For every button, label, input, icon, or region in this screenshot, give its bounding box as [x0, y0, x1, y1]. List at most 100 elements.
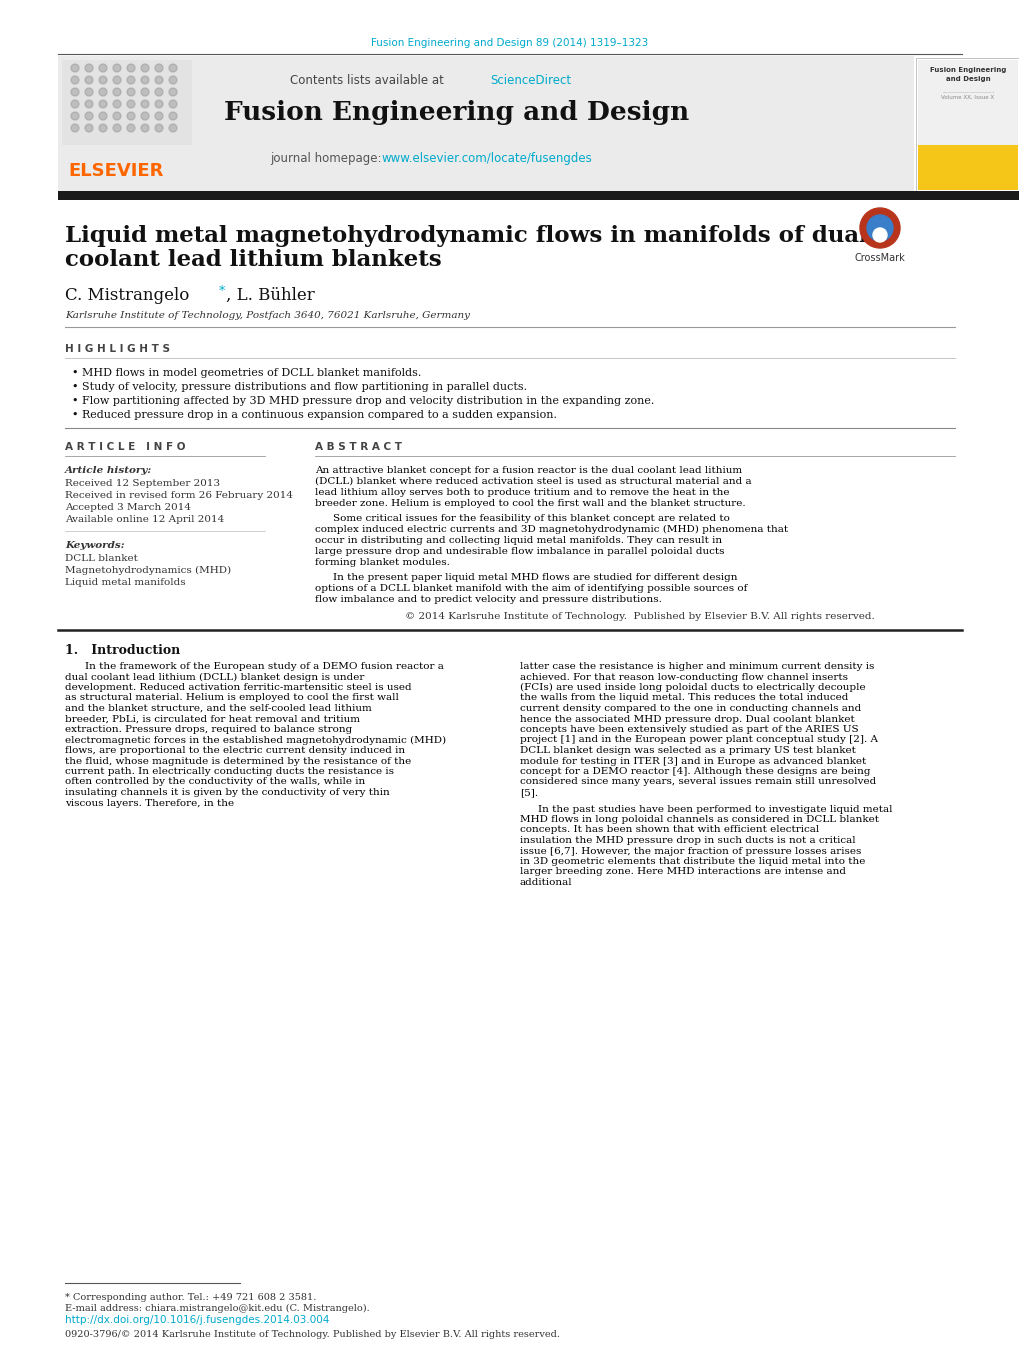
Text: flows, are proportional to the electric current density induced in: flows, are proportional to the electric … [65, 746, 405, 755]
Text: larger breeding zone. Here MHD interactions are intense and: larger breeding zone. Here MHD interacti… [520, 867, 845, 877]
Text: occur in distributing and collecting liquid metal manifolds. They can result in: occur in distributing and collecting liq… [315, 536, 721, 544]
Text: In the past studies have been performed to investigate liquid metal: In the past studies have been performed … [537, 804, 892, 813]
Circle shape [155, 100, 163, 108]
Circle shape [113, 76, 121, 84]
Text: project [1] and in the European power plant conceptual study [2]. A: project [1] and in the European power pl… [520, 735, 877, 744]
Text: An attractive blanket concept for a fusion reactor is the dual coolant lead lith: An attractive blanket concept for a fusi… [315, 466, 742, 476]
Text: ___________________: ___________________ [941, 88, 994, 93]
Circle shape [127, 76, 135, 84]
Text: In the framework of the European study of a DEMO fusion reactor a: In the framework of the European study o… [85, 662, 443, 671]
Circle shape [169, 63, 177, 72]
Bar [917, 59, 1017, 145]
Text: Liquid metal magnetohydrodynamic flows in manifolds of dual: Liquid metal magnetohydrodynamic flows i… [65, 226, 867, 247]
Text: concept for a DEMO reactor [4]. Although these designs are being: concept for a DEMO reactor [4]. Although… [520, 767, 869, 775]
Text: Volume XX, Issue X: Volume XX, Issue X [941, 95, 994, 100]
Text: in 3D geometric elements that distribute the liquid metal into the: in 3D geometric elements that distribute… [520, 857, 864, 866]
Text: flow imbalance and to predict velocity and pressure distributions.: flow imbalance and to predict velocity a… [315, 594, 661, 604]
Bar [62, 59, 192, 145]
Circle shape [141, 76, 149, 84]
Text: and the blanket structure, and the self-cooled lead lithium: and the blanket structure, and the self-… [65, 704, 371, 713]
Text: module for testing in ITER [3] and in Europe as advanced blanket: module for testing in ITER [3] and in Eu… [520, 757, 865, 766]
Circle shape [141, 88, 149, 96]
Circle shape [141, 63, 149, 72]
Text: large pressure drop and undesirable flow imbalance in parallel poloidal ducts: large pressure drop and undesirable flow… [315, 547, 723, 557]
Text: concepts. It has been shown that with efficient electrical: concepts. It has been shown that with ef… [520, 825, 818, 835]
Text: electromagnetic forces in the established magnetohydrodynamic (MHD): electromagnetic forces in the establishe… [65, 735, 445, 744]
Text: dual coolant lead lithium (DCLL) blanket design is under: dual coolant lead lithium (DCLL) blanket… [65, 673, 364, 682]
Text: coolant lead lithium blankets: coolant lead lithium blankets [65, 249, 441, 272]
Text: Karlsruhe Institute of Technology, Postfach 3640, 76021 Karlsruhe, Germany: Karlsruhe Institute of Technology, Postf… [65, 311, 470, 320]
Text: Fusion Engineering and Design: Fusion Engineering and Design [224, 100, 689, 126]
Text: additional: additional [520, 878, 572, 888]
Text: • Reduced pressure drop in a continuous expansion compared to a sudden expansion: • Reduced pressure drop in a continuous … [72, 409, 556, 420]
Text: Keywords:: Keywords: [65, 540, 124, 550]
Text: Article history:: Article history: [65, 466, 152, 476]
Text: C. Mistrangelo: C. Mistrangelo [65, 286, 190, 304]
Circle shape [99, 63, 107, 72]
Text: Magnetohydrodynamics (MHD): Magnetohydrodynamics (MHD) [65, 566, 231, 576]
Circle shape [141, 100, 149, 108]
Circle shape [113, 88, 121, 96]
Circle shape [872, 228, 887, 242]
Text: • MHD flows in model geometries of DCLL blanket manifolds.: • MHD flows in model geometries of DCLL … [72, 367, 421, 378]
Circle shape [71, 112, 78, 120]
Text: Accepted 3 March 2014: Accepted 3 March 2014 [65, 503, 191, 512]
Text: ELSEVIER: ELSEVIER [68, 162, 163, 180]
Text: often controlled by the conductivity of the walls, while in: often controlled by the conductivity of … [65, 777, 365, 786]
Text: concepts have been extensively studied as part of the ARIES US: concepts have been extensively studied a… [520, 725, 858, 734]
Text: extraction. Pressure drops, required to balance strong: extraction. Pressure drops, required to … [65, 725, 352, 734]
Text: as structural material. Helium is employed to cool the first wall: as structural material. Helium is employ… [65, 693, 398, 703]
Text: Received in revised form 26 February 2014: Received in revised form 26 February 201… [65, 490, 292, 500]
Text: Fusion Engineering: Fusion Engineering [929, 68, 1005, 73]
Circle shape [169, 88, 177, 96]
Text: 1.   Introduction: 1. Introduction [65, 644, 180, 657]
Text: * Corresponding author. Tel.: +49 721 608 2 3581.: * Corresponding author. Tel.: +49 721 60… [65, 1293, 316, 1302]
Text: • Study of velocity, pressure distributions and flow partitioning in parallel du: • Study of velocity, pressure distributi… [72, 382, 527, 392]
Circle shape [169, 124, 177, 132]
Text: insulating channels it is given by the conductivity of very thin: insulating channels it is given by the c… [65, 788, 389, 797]
Text: options of a DCLL blanket manifold with the aim of identifying possible sources : options of a DCLL blanket manifold with … [315, 584, 747, 593]
Text: viscous layers. Therefore, in the: viscous layers. Therefore, in the [65, 798, 234, 808]
Circle shape [155, 112, 163, 120]
Circle shape [113, 112, 121, 120]
Circle shape [169, 112, 177, 120]
Text: breeder, PbLi, is circulated for heat removal and tritium: breeder, PbLi, is circulated for heat re… [65, 715, 360, 724]
Text: www.elsevier.com/locate/fusengdes: www.elsevier.com/locate/fusengdes [382, 153, 592, 165]
Text: Liquid metal manifolds: Liquid metal manifolds [65, 578, 185, 586]
Text: (DCLL) blanket where reduced activation steel is used as structural material and: (DCLL) blanket where reduced activation … [315, 477, 751, 486]
Circle shape [141, 112, 149, 120]
Circle shape [85, 124, 93, 132]
Text: current path. In electrically conducting ducts the resistance is: current path. In electrically conducting… [65, 767, 393, 775]
Circle shape [71, 88, 78, 96]
Circle shape [155, 76, 163, 84]
Circle shape [127, 63, 135, 72]
Circle shape [169, 76, 177, 84]
Circle shape [866, 215, 892, 240]
Text: Received 12 September 2013: Received 12 September 2013 [65, 480, 220, 488]
Text: CrossMark: CrossMark [854, 253, 905, 263]
Text: breeder zone. Helium is employed to cool the first wall and the blanket structur: breeder zone. Helium is employed to cool… [315, 499, 745, 508]
Circle shape [71, 63, 78, 72]
Circle shape [99, 112, 107, 120]
Text: the fluid, whose magnitude is determined by the resistance of the: the fluid, whose magnitude is determined… [65, 757, 411, 766]
Circle shape [113, 100, 121, 108]
Circle shape [127, 124, 135, 132]
Text: *: * [219, 285, 225, 299]
Text: insulation the MHD pressure drop in such ducts is not a critical: insulation the MHD pressure drop in such… [520, 836, 855, 844]
Text: forming blanket modules.: forming blanket modules. [315, 558, 449, 567]
Text: achieved. For that reason low-conducting flow channel inserts: achieved. For that reason low-conducting… [520, 673, 847, 681]
Text: Fusion Engineering and Design 89 (2014) 1319–1323: Fusion Engineering and Design 89 (2014) … [371, 38, 648, 49]
Circle shape [113, 63, 121, 72]
Text: Available online 12 April 2014: Available online 12 April 2014 [65, 515, 224, 524]
Circle shape [85, 63, 93, 72]
Circle shape [99, 100, 107, 108]
Text: development. Reduced activation ferritic-martensitic steel is used: development. Reduced activation ferritic… [65, 684, 412, 692]
Text: considered since many years, several issues remain still unresolved: considered since many years, several iss… [520, 777, 875, 786]
Circle shape [85, 100, 93, 108]
Text: [5].: [5]. [520, 788, 538, 797]
Text: In the present paper liquid metal MHD flows are studied for different design: In the present paper liquid metal MHD fl… [332, 573, 737, 582]
Text: 0920-3796/© 2014 Karlsruhe Institute of Technology. Published by Elsevier B.V. A: 0920-3796/© 2014 Karlsruhe Institute of … [65, 1329, 559, 1339]
Circle shape [859, 208, 899, 249]
Text: DCLL blanket design was selected as a primary US test blanket: DCLL blanket design was selected as a pr… [520, 746, 855, 755]
Text: lead lithium alloy serves both to produce tritium and to remove the heat in the: lead lithium alloy serves both to produc… [315, 488, 729, 497]
